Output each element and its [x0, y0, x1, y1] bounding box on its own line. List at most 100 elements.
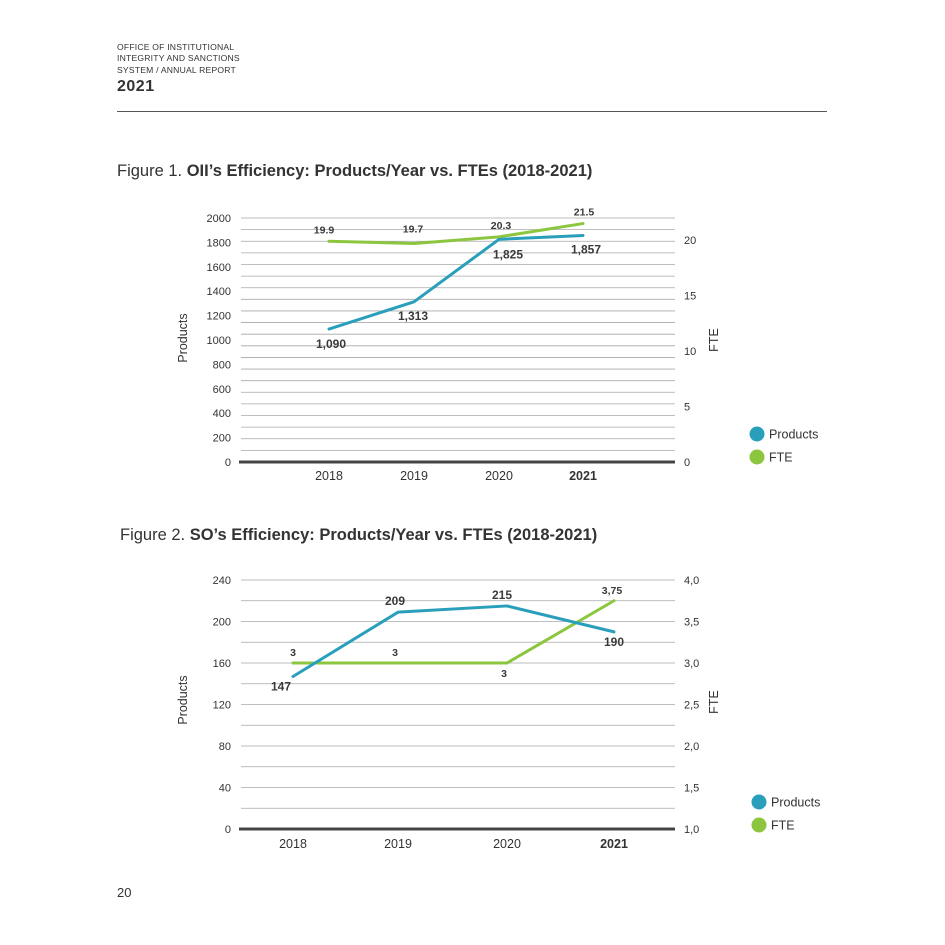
fte-data-label: 21.5	[574, 207, 595, 219]
y-tick-label: 1000	[207, 335, 231, 347]
y2-tick-label: 2,5	[684, 700, 699, 712]
products-series-line	[291, 604, 616, 678]
y-tick-label: 1800	[207, 237, 231, 249]
header-line-3: SYSTEM / ANNUAL REPORT	[117, 64, 237, 75]
fte-series-line	[327, 222, 585, 246]
figure-1-label: Figure 1.	[117, 162, 183, 180]
y2-tick-label: 20	[684, 235, 696, 247]
figure-1-title: Figure 1. OII’s Efficiency: Products/Yea…	[117, 162, 592, 181]
legend-products-label: Products	[771, 796, 820, 810]
header-year: 2021	[117, 77, 155, 95]
y2-tick-label: 3,5	[684, 617, 699, 629]
products-data-label: 1,857	[571, 242, 601, 256]
y2-tick-label: 3,0	[684, 658, 699, 670]
fte-data-point	[505, 661, 509, 665]
y-tick-label: 1200	[207, 311, 231, 323]
fte-data-label: 20.3	[491, 220, 512, 232]
x-tick-label: 2019	[384, 837, 412, 851]
fte-data-label: 3	[501, 668, 507, 680]
page-number: 20	[117, 885, 132, 900]
y-tick-label: 40	[219, 783, 231, 795]
fte-data-point	[612, 599, 616, 602]
fte-data-label: 19.7	[403, 224, 424, 236]
x-tick-label: 2020	[493, 837, 521, 851]
products-data-label: 147	[271, 679, 291, 693]
header-divider	[117, 111, 827, 112]
x-tick-label: 2021	[600, 837, 628, 851]
y2-axis-title: FTE	[707, 328, 721, 352]
x-tick-label: 2019	[400, 469, 428, 483]
y2-tick-label: 4,0	[684, 575, 699, 587]
fte-data-point	[412, 242, 416, 245]
x-tick-label: 2020	[485, 469, 513, 483]
products-data-label: 1,825	[493, 247, 523, 261]
legend-products-label: Products	[769, 428, 818, 442]
y-tick-label: 2000	[207, 213, 231, 225]
legend-fte-swatch	[749, 449, 765, 465]
legend-fte-label: FTE	[771, 819, 795, 833]
legend-products-swatch	[749, 426, 765, 442]
figure-2-label: Figure 2.	[120, 526, 186, 544]
figure-2-title: Figure 2. SO’s Efficiency: Products/Year…	[120, 526, 597, 545]
y-tick-label: 800	[213, 359, 231, 371]
y-tick-label: 80	[219, 741, 231, 753]
products-series-line	[327, 233, 585, 331]
header-line-2: INTEGRITY AND SANCTIONS	[117, 53, 240, 64]
y-tick-label: 240	[213, 575, 231, 587]
legend-fte-swatch	[751, 817, 767, 833]
fte-data-label: 3,75	[602, 585, 623, 597]
products-data-point	[505, 604, 509, 608]
x-tick-label: 2018	[279, 837, 307, 851]
fte-data-point	[291, 661, 295, 665]
y-tick-label: 1400	[207, 286, 231, 298]
y-tick-label: 160	[213, 658, 231, 670]
y2-tick-label: 1,5	[684, 783, 699, 795]
figure-2-heading: SO’s Efficiency: Products/Year vs. FTEs …	[189, 526, 598, 544]
y-axis-title: Products	[176, 675, 190, 724]
products-data-point	[291, 675, 295, 678]
y-tick-label: 0	[225, 824, 231, 836]
y2-tick-label: 10	[684, 346, 696, 358]
x-tick-label: 2021	[569, 469, 597, 483]
products-data-point	[581, 234, 585, 237]
fte-data-label: 3	[290, 647, 296, 659]
products-data-point	[497, 238, 501, 241]
fte-data-point	[581, 222, 585, 225]
legend-fte-label: FTE	[769, 451, 793, 465]
products-data-point	[612, 630, 616, 634]
products-data-label: 190	[604, 635, 624, 649]
y2-axis-title: FTE	[707, 690, 721, 714]
report-header: OFFICE OF INSTITUTIONAL INTEGRITY AND SA…	[117, 42, 240, 96]
y2-tick-label: 5	[684, 402, 690, 414]
figure-1-heading: OII’s Efficiency: Products/Year vs. FTEs…	[186, 162, 593, 180]
y-tick-label: 120	[213, 700, 231, 712]
y-tick-label: 1600	[207, 262, 231, 274]
y-tick-label: 400	[213, 408, 231, 420]
fte-data-point	[497, 235, 501, 239]
products-data-label: 215	[492, 588, 512, 602]
products-data-label: 209	[385, 594, 405, 608]
y2-tick-label: 15	[684, 291, 696, 303]
products-data-label: 1,090	[316, 337, 346, 351]
y2-tick-label: 0	[684, 457, 690, 469]
products-data-point	[412, 300, 416, 304]
y-tick-label: 600	[213, 384, 231, 396]
fte-series-line	[291, 599, 616, 665]
y-tick-label: 200	[213, 617, 231, 629]
fte-data-point	[327, 240, 331, 243]
y2-tick-label: 2,0	[684, 741, 699, 753]
y-tick-label: 0	[225, 457, 231, 469]
fte-data-point	[396, 661, 400, 665]
fte-data-label: 19.9	[314, 224, 335, 236]
products-data-point	[327, 327, 331, 331]
y2-tick-label: 1,0	[684, 824, 699, 836]
products-data-point	[396, 610, 400, 614]
products-data-label: 1,313	[398, 309, 428, 323]
legend-products-swatch	[751, 794, 767, 810]
y-axis-title: Products	[176, 313, 190, 362]
header-line-1: OFFICE OF INSTITUTIONAL	[117, 42, 235, 52]
x-tick-label: 2018	[315, 469, 343, 483]
fte-data-label: 3	[392, 647, 398, 659]
